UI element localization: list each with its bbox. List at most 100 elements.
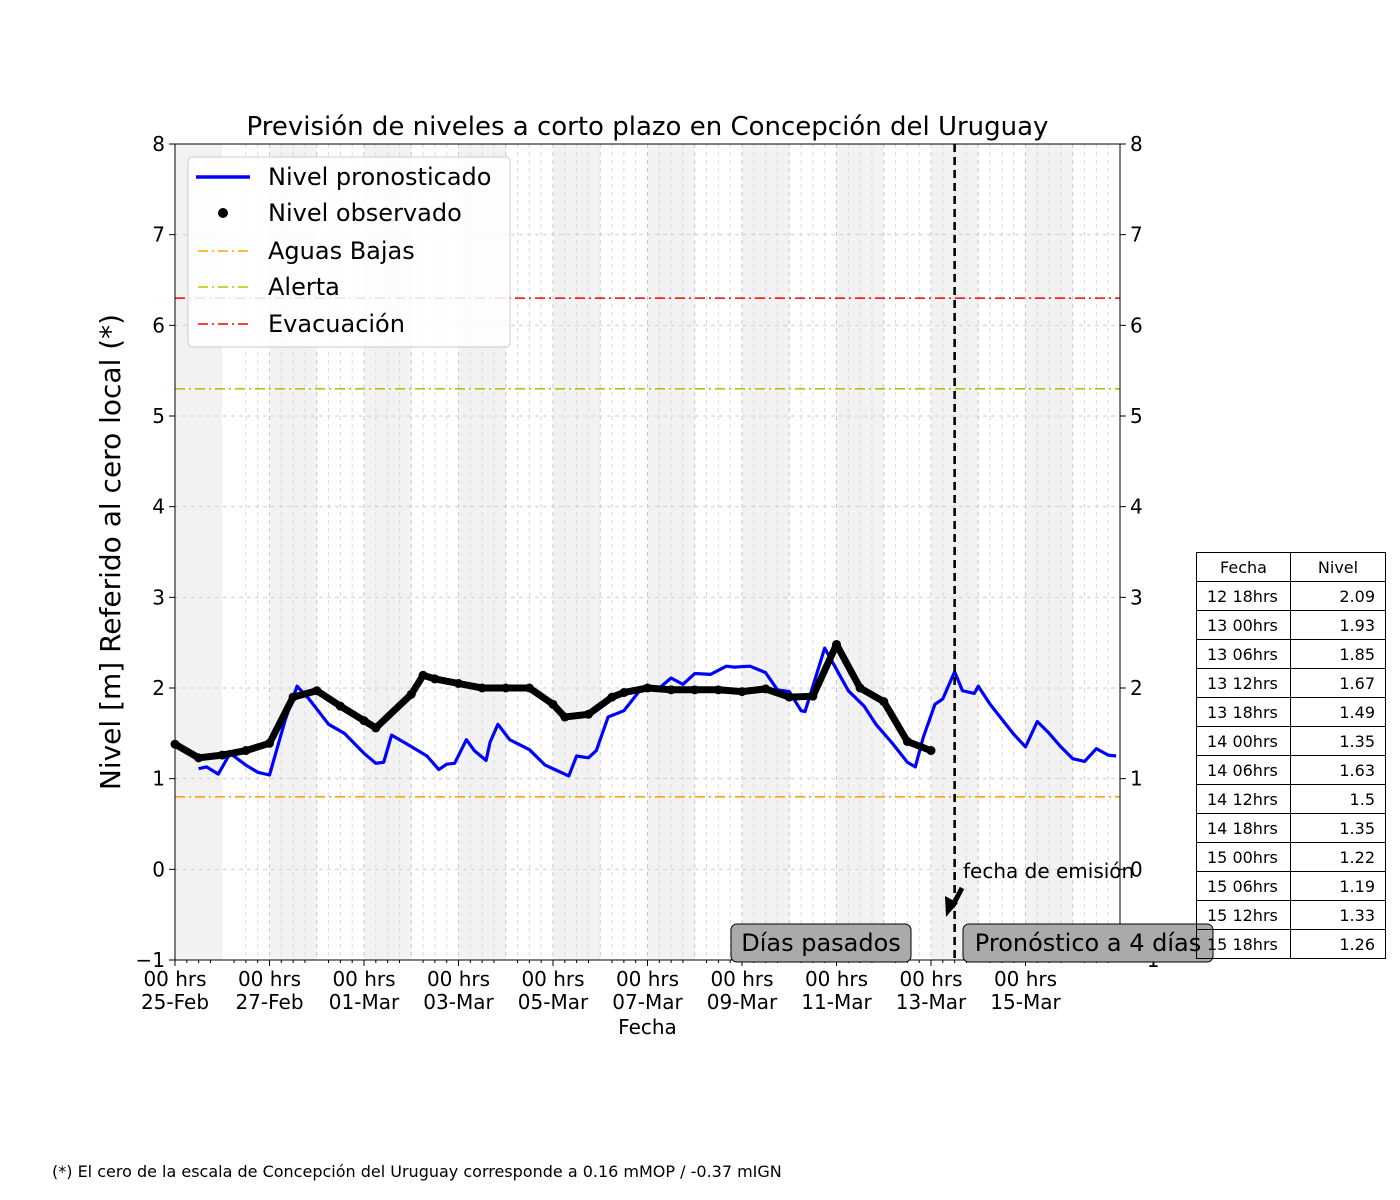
table-row: 12 18hrs 2.09 — [1196, 581, 1386, 611]
legend: Nivel pronosticado Nivel observado Aguas B… — [187, 156, 511, 348]
x-tick-label-hour: 00 hrs — [427, 967, 490, 991]
past-days-box — [730, 923, 912, 963]
table-row: 13 18hrs 1.49 — [1196, 697, 1386, 727]
observed-point — [583, 709, 593, 719]
table-cell-fecha: 14 06hrs — [1196, 755, 1291, 785]
y-tick-label-right: 7 — [1130, 223, 1143, 247]
table-cell-nivel: 1.35 — [1290, 813, 1386, 843]
table-cell-nivel: 1.67 — [1290, 668, 1386, 698]
observed-point — [477, 683, 487, 693]
y-tick-label-right: 8 — [1130, 132, 1143, 156]
observed-point — [312, 686, 322, 696]
observed-point — [501, 683, 511, 693]
legend-item-evacuacion: Evacuación — [268, 310, 405, 338]
y-tick-label: 5 — [152, 404, 165, 428]
table-cell-fecha: 13 18hrs — [1196, 697, 1291, 727]
observed-point — [560, 712, 570, 722]
observed-point — [902, 736, 912, 746]
table-cell-nivel: 1.93 — [1290, 610, 1386, 640]
observed-point — [855, 683, 865, 693]
x-tick-label-date: 15-Mar — [990, 990, 1061, 1014]
table-cell-nivel: 1.26 — [1290, 929, 1386, 959]
table-row: 13 12hrs 1.67 — [1196, 668, 1386, 698]
table-cell-fecha: 13 00hrs — [1196, 610, 1291, 640]
table-row: 14 06hrs 1.63 — [1196, 755, 1386, 785]
x-tick-label-date: 13-Mar — [896, 990, 967, 1014]
observed-point — [359, 716, 369, 726]
observed-point — [524, 683, 534, 693]
x-tick-label-hour: 00 hrs — [899, 967, 962, 991]
table-row: 14 12hrs 1.5 — [1196, 784, 1386, 814]
observed-point — [430, 674, 440, 684]
table-header-nivel: Nivel — [1290, 552, 1386, 582]
x-tick-label-hour: 00 hrs — [521, 967, 584, 991]
observed-point — [548, 699, 558, 709]
observed-point — [241, 746, 251, 756]
footnote: (*) El cero de la escala de Concepción d… — [52, 1162, 782, 1181]
legend-item-alerta: Alerta — [268, 273, 340, 301]
y-tick-label-right: 2 — [1130, 676, 1143, 700]
legend-item-forecast: Nivel pronosticado — [268, 163, 491, 191]
x-tick-label-hour: 00 hrs — [710, 967, 773, 991]
x-axis-label: Fecha — [618, 1015, 677, 1039]
x-tick-label-date: 03-Mar — [423, 990, 494, 1014]
legend-swatch-dot — [218, 208, 228, 218]
observed-point — [879, 697, 889, 707]
y-tick-label: 7 — [152, 223, 165, 247]
y-tick-label: 8 — [152, 132, 165, 156]
forecast-days-label: Pronóstico a 4 días — [975, 929, 1201, 957]
table-row: 13 06hrs 1.85 — [1196, 639, 1386, 669]
table-cell-nivel: 1.19 — [1290, 871, 1386, 901]
table-cell-nivel: 1.63 — [1290, 755, 1386, 785]
x-tick-label-date: 27-Feb — [235, 990, 303, 1014]
observed-point — [454, 678, 463, 688]
y-tick-label: 6 — [152, 313, 165, 337]
observed-point — [832, 639, 841, 649]
observed-point — [926, 746, 936, 756]
x-tick-label-date: 09-Mar — [707, 990, 778, 1014]
x-tick-label-hour: 00 hrs — [616, 967, 679, 991]
table-cell-nivel: 1.35 — [1290, 726, 1386, 756]
table-cell-fecha: 15 00hrs — [1196, 842, 1291, 872]
x-tick-label-hour: 00 hrs — [332, 967, 395, 991]
y-tick-label: −1 — [136, 948, 165, 972]
y-tick-label: 2 — [152, 676, 165, 700]
table-cell-nivel: 1.49 — [1290, 697, 1386, 727]
observed-point — [265, 738, 274, 748]
observed-point — [737, 687, 747, 697]
observed-point — [371, 723, 381, 733]
y-axis-label: Nivel [m] Referido al cero local (*) — [94, 314, 127, 790]
x-tick-label-hour: 00 hrs — [143, 967, 206, 991]
table-cell-nivel: 2.09 — [1290, 581, 1386, 611]
table-row: 15 18hrs 1.26 — [1196, 929, 1386, 959]
x-tick-label-date: 01-Mar — [329, 990, 400, 1014]
y-tick-label: 0 — [152, 857, 165, 881]
table-cell-fecha: 15 18hrs — [1196, 929, 1291, 959]
table-cell-fecha: 13 06hrs — [1196, 639, 1291, 669]
observed-point — [761, 684, 771, 694]
observed-point — [288, 692, 298, 702]
forecast-table: Fecha Nivel 12 18hrs 2.09 13 00hrs 1.93 13 0… — [1196, 552, 1386, 959]
observed-point — [784, 692, 794, 702]
table-cell-fecha: 14 18hrs — [1196, 813, 1291, 843]
observed-point — [607, 692, 617, 702]
past-days-label: Días pasados — [741, 929, 901, 957]
observed-point — [666, 685, 676, 695]
emission-annotation: fecha de emisión — [963, 859, 1134, 883]
observed-point — [690, 685, 700, 695]
legend-box — [187, 156, 511, 348]
table-row: 15 06hrs 1.19 — [1196, 871, 1386, 901]
table-cell-fecha: 12 18hrs — [1196, 581, 1291, 611]
legend-item-observed: Nivel observado — [268, 199, 462, 227]
y-tick-label-right: 1 — [1130, 767, 1143, 791]
y-tick-label: 3 — [152, 585, 165, 609]
observed-point — [418, 670, 428, 680]
observed-point — [643, 683, 652, 693]
table-cell-fecha: 15 06hrs — [1196, 871, 1291, 901]
table-cell-nivel: 1.33 — [1290, 900, 1386, 930]
observed-point — [335, 701, 345, 711]
table-row: 14 00hrs 1.35 — [1196, 726, 1386, 756]
table-cell-fecha: 14 00hrs — [1196, 726, 1291, 756]
x-tick-label-date: 11-Mar — [801, 990, 872, 1014]
